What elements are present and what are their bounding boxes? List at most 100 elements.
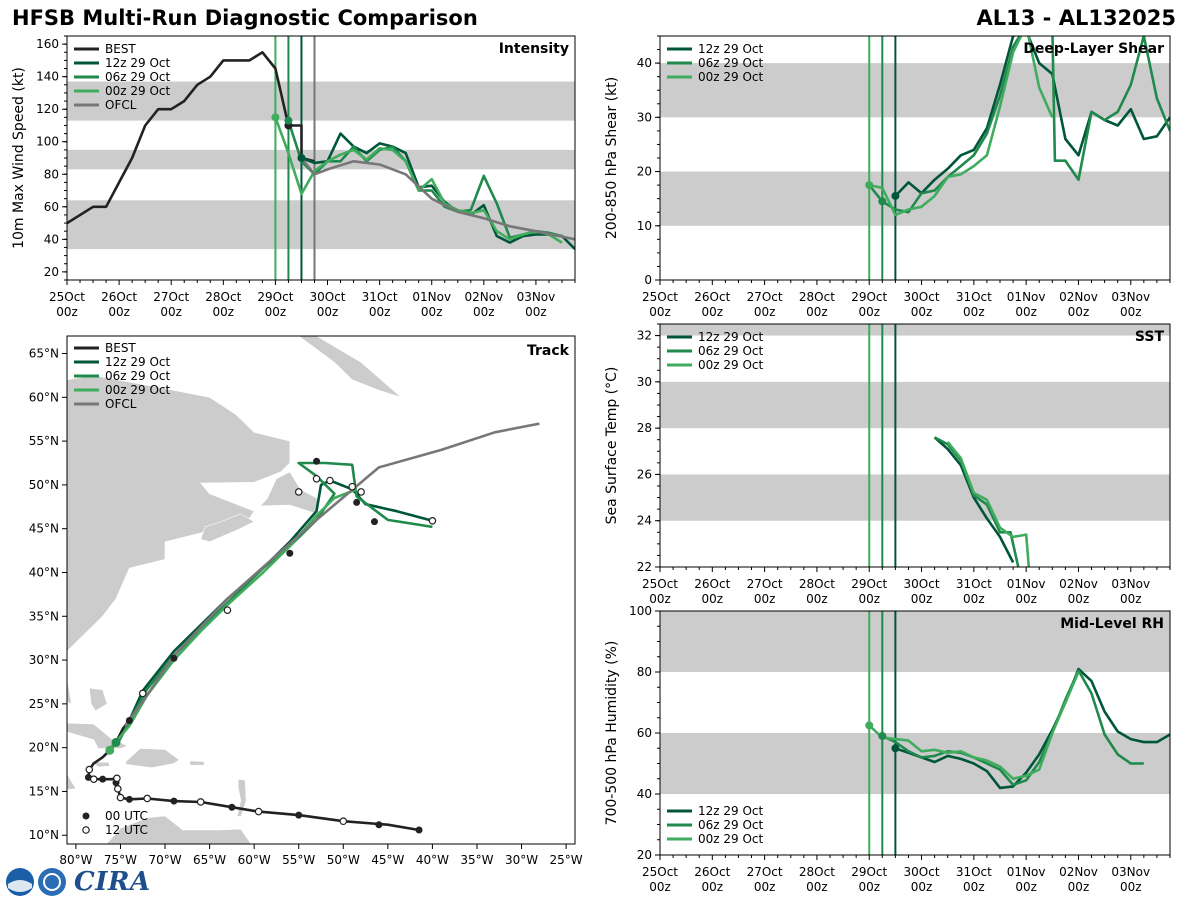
nesdis-logo-icon <box>38 868 66 896</box>
lat-tick-label: 30°N <box>29 653 59 667</box>
marker-12utc <box>116 793 125 802</box>
series-group-rh <box>865 667 1170 790</box>
legend-label: BEST <box>105 42 136 56</box>
marker-12utc <box>89 775 98 783</box>
x-tick-label: 30Oct <box>309 290 345 304</box>
x-tick-label: 25Oct <box>642 290 678 304</box>
x-tick-label-hour: 00z <box>754 880 776 894</box>
agency-logos <box>6 868 66 896</box>
marker-12utc <box>254 807 263 816</box>
x-tick-label-hour: 00z <box>1120 305 1142 319</box>
x-tick-label: 30Oct <box>904 290 940 304</box>
x-tick-label-hour: 00z <box>1068 592 1090 606</box>
marker-00utc <box>353 498 361 506</box>
y-tick-label: 60 <box>637 726 652 740</box>
x-tick-label-hour: 00z <box>369 305 391 319</box>
lon-tick-label: 75°W <box>104 853 137 867</box>
band-intensity-1 <box>67 149 575 170</box>
lon-tick-label: 35°W <box>460 853 493 867</box>
marker-12utc <box>294 488 303 496</box>
marker-12utc <box>138 689 147 698</box>
x-tick-label-hour: 00z <box>213 305 235 319</box>
marker-12utc <box>223 606 232 614</box>
x-tick-label: 27Oct <box>153 290 189 304</box>
marker-00utc <box>170 654 178 662</box>
map-frame <box>66 335 576 845</box>
x-tick-label-hour: 00z <box>649 305 671 319</box>
x-tick-label: 28Oct <box>205 290 241 304</box>
north-america-land <box>67 336 291 705</box>
x-tick-label-hour: 00z <box>911 305 933 319</box>
y-axis-label: 200-850 hPa Shear (kt) <box>604 77 620 239</box>
puerto-rico-land <box>189 760 205 766</box>
run-start-marker-run_00z <box>105 745 115 755</box>
panel-rh: 2040608010025Oct00z26Oct00z27Oct00z28Oct… <box>604 604 1171 894</box>
lat-tick-label: 40°N <box>29 565 59 579</box>
x-tick-label: 30Oct <box>904 577 940 591</box>
init-marker-run_00z <box>271 113 280 122</box>
x-tick-label: 29Oct <box>851 577 887 591</box>
band-rh-0 <box>660 733 1170 794</box>
lon-tick-label: 45°W <box>371 853 404 867</box>
bahamas-land <box>88 687 108 712</box>
x-tick-label-hour: 00z <box>806 880 828 894</box>
x-tick-label-hour: 00z <box>702 592 724 606</box>
marker-00utc <box>125 717 133 725</box>
x-tick-label-hour: 00z <box>806 305 828 319</box>
x-tick-label-hour: 00z <box>1015 592 1037 606</box>
x-tick-label: 01Nov <box>1007 290 1046 304</box>
yucatan-land <box>67 773 77 844</box>
lat-tick-label: 25°N <box>29 697 59 711</box>
marker-00utc <box>170 797 178 805</box>
series-group-intensity <box>67 51 575 251</box>
panel-title: Track <box>527 343 570 359</box>
init-marker-run_00z <box>865 721 874 730</box>
x-tick-label: 29Oct <box>851 865 887 879</box>
x-tick-label-hour: 00z <box>649 592 671 606</box>
x-tick-label: 26Oct <box>694 865 730 879</box>
band-sst-1 <box>660 381 1170 429</box>
y-tick-label: 26 <box>637 467 652 481</box>
x-tick-label: 27Oct <box>747 577 783 591</box>
series-line-run_12z <box>933 436 1015 563</box>
lon-tick-label: 65°W <box>193 853 226 867</box>
panel-sst: 22242628303225Oct00z26Oct00z27Oct00z28Oc… <box>604 323 1171 606</box>
marker-12utc <box>143 794 152 803</box>
x-tick-label-hour: 00z <box>1068 305 1090 319</box>
lesser-antilles-land <box>236 778 247 818</box>
x-tick-label-hour: 00z <box>649 880 671 894</box>
x-tick-label-hour: 00z <box>1120 880 1142 894</box>
x-tick-label: 27Oct <box>747 865 783 879</box>
x-tick-label-hour: 00z <box>702 880 724 894</box>
y-tick-label: 60 <box>44 200 59 214</box>
x-tick-label: 29Oct <box>257 290 293 304</box>
lat-tick-label: 35°N <box>29 609 59 623</box>
marker-00utc <box>228 803 236 811</box>
band-sst-2 <box>660 324 1170 336</box>
series-line-run_00z <box>868 671 1080 781</box>
legend-label: 00z 29 Oct <box>105 84 171 98</box>
legend-label: 00z 29 Oct <box>698 832 764 846</box>
lon-tick-label: 60°W <box>238 853 271 867</box>
x-tick-label: 28Oct <box>799 865 835 879</box>
legend-label: 06z 29 Oct <box>698 818 764 832</box>
init-marker-run_12z <box>891 744 900 753</box>
y-tick-label: 30 <box>637 110 652 124</box>
marker-00utc <box>99 775 107 783</box>
panel-shear: 01020304025Oct00z26Oct00z27Oct00z28Oct00… <box>604 35 1171 319</box>
lon-tick-label: 80°W <box>59 853 92 867</box>
x-tick-label: 03Nov <box>1111 865 1150 879</box>
map-group <box>67 336 540 844</box>
y-tick-label: 20 <box>637 165 652 179</box>
marker-12utc <box>428 517 437 525</box>
series-line-run_00z <box>946 441 1031 567</box>
band-sst-0 <box>660 474 1170 521</box>
x-tick-label: 03Nov <box>1111 577 1150 591</box>
x-tick-label-hour: 00z <box>911 592 933 606</box>
marker-12utc <box>312 474 321 483</box>
series-line-run_12z <box>894 36 1170 197</box>
series-group-sst <box>933 436 1031 567</box>
legend-label: 00z 29 Oct <box>698 358 764 372</box>
x-tick-label: 28Oct <box>799 290 835 304</box>
